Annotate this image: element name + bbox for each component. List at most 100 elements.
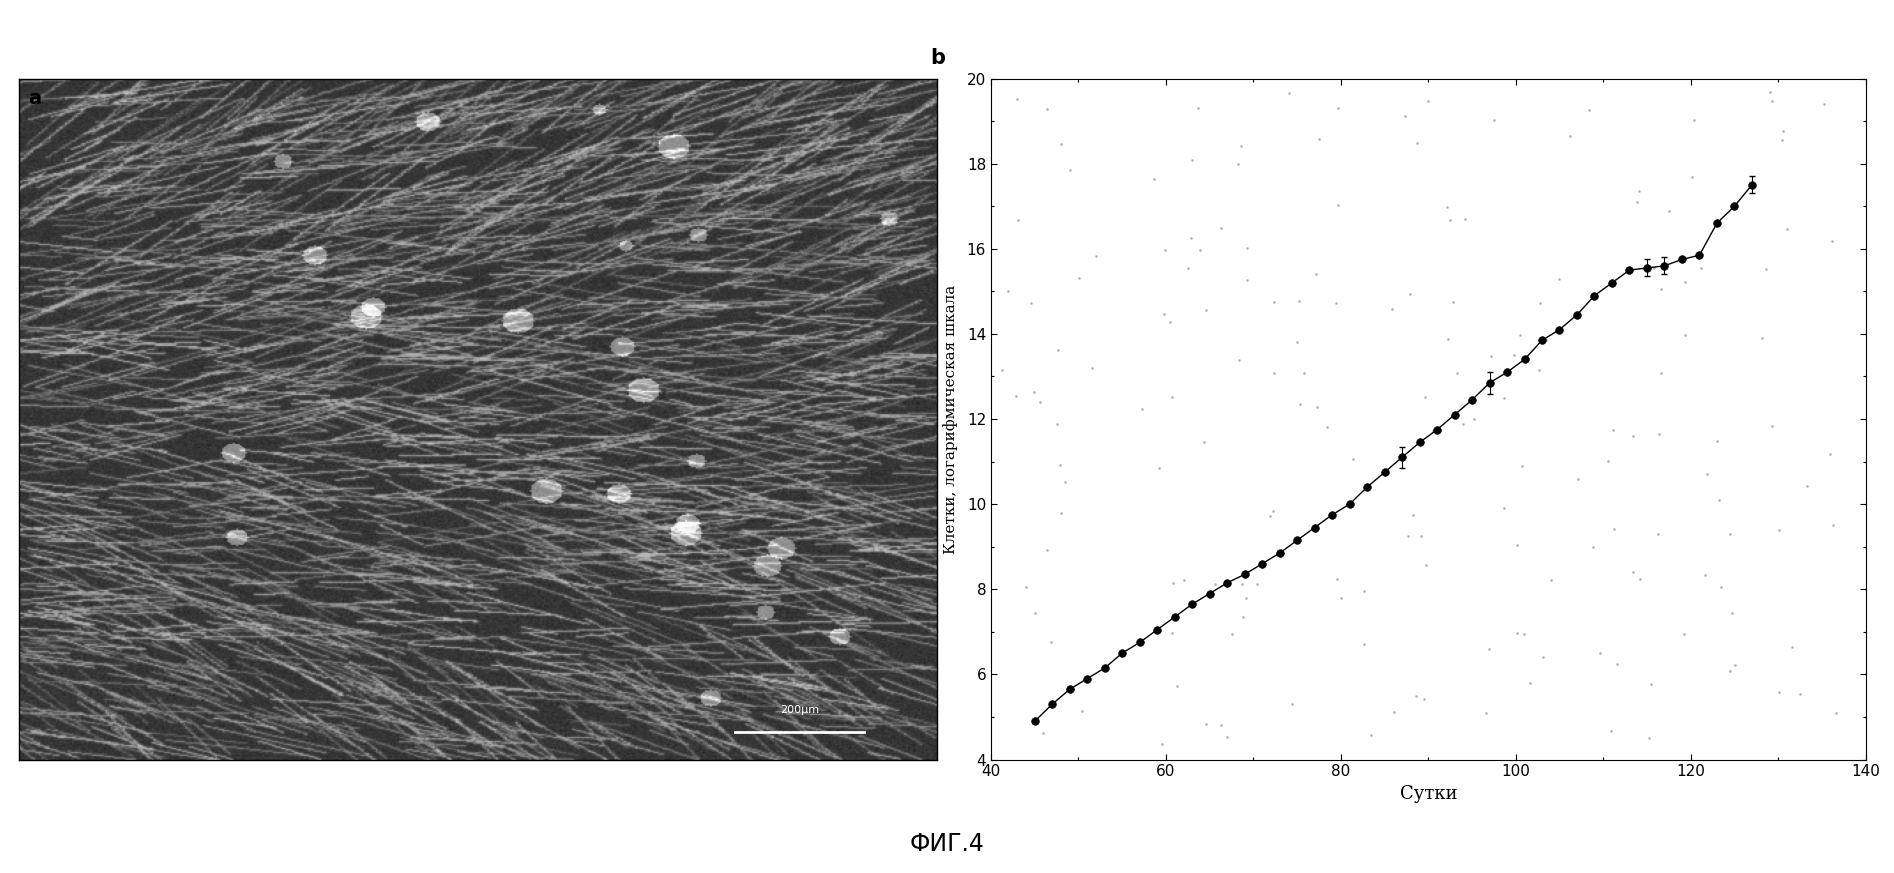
Point [1218, 627, 1248, 641]
Point [1625, 572, 1655, 586]
Point [1205, 718, 1235, 732]
Point [1676, 170, 1706, 184]
Point [1436, 213, 1466, 227]
Point [1763, 523, 1794, 537]
Point [1784, 687, 1814, 701]
Point [1528, 650, 1559, 664]
Point [1402, 136, 1432, 150]
Point [1157, 575, 1188, 589]
Point [1288, 366, 1318, 380]
Point [1479, 113, 1510, 127]
Point [1282, 335, 1313, 349]
Point [1646, 282, 1676, 296]
Point [1602, 657, 1633, 671]
Point [1510, 627, 1540, 641]
Point [1816, 234, 1847, 248]
Point [1671, 275, 1701, 289]
Point [1447, 417, 1477, 431]
Point [1750, 262, 1780, 276]
Point [1792, 479, 1822, 493]
Point [1686, 261, 1716, 275]
Point [1489, 501, 1519, 515]
Point [1578, 540, 1608, 553]
Point [1002, 213, 1032, 227]
Point [1574, 103, 1604, 117]
Point [1337, 452, 1367, 466]
Point [1081, 249, 1112, 263]
Point [1032, 102, 1063, 116]
Point [1045, 137, 1076, 151]
Point [1042, 417, 1072, 431]
Point [1184, 101, 1214, 115]
Point [1585, 646, 1616, 660]
Point [1326, 591, 1356, 605]
Point [1227, 610, 1258, 624]
Point [1441, 366, 1472, 380]
Point [1349, 636, 1379, 650]
Point [1042, 343, 1072, 357]
Point [1019, 385, 1049, 399]
Point [1405, 529, 1436, 543]
Point [1646, 366, 1676, 380]
Point [1138, 172, 1169, 186]
Point [1820, 705, 1850, 719]
Point [1224, 157, 1254, 171]
Point [1451, 212, 1481, 226]
Point [1502, 626, 1532, 640]
Point [1205, 221, 1235, 235]
Point [1701, 434, 1731, 448]
Point [1617, 430, 1648, 443]
Point [1225, 139, 1256, 153]
Point [1224, 353, 1254, 367]
Point [1002, 388, 1032, 402]
Point [1771, 223, 1801, 237]
Point [1489, 391, 1519, 405]
Point [1769, 124, 1799, 138]
Point [1256, 509, 1286, 523]
Point [1595, 724, 1625, 738]
Point [1623, 184, 1653, 198]
Point [1390, 109, 1420, 123]
Point [1506, 328, 1536, 342]
Point [1530, 333, 1561, 347]
Point [1322, 572, 1352, 586]
Point [1409, 692, 1439, 706]
Point [1599, 423, 1629, 437]
Text: b: b [930, 48, 945, 68]
Point [1028, 726, 1059, 740]
Point [1411, 558, 1441, 572]
Point [1227, 577, 1258, 591]
Point [1689, 568, 1720, 582]
Point [1705, 493, 1735, 507]
Point [1303, 132, 1333, 146]
Point [1555, 129, 1585, 143]
Point [1525, 363, 1555, 377]
Point [1642, 527, 1672, 541]
Point [1301, 267, 1331, 281]
Point [1176, 153, 1206, 167]
Point [1189, 717, 1220, 731]
Point [1671, 328, 1701, 342]
Point [1313, 420, 1343, 434]
Point [1045, 506, 1076, 520]
Point [1169, 574, 1199, 588]
Point [1644, 427, 1674, 441]
Point [1758, 94, 1788, 108]
Point [1025, 395, 1055, 409]
Point [1635, 732, 1665, 746]
Point [1301, 400, 1331, 414]
Point [1055, 162, 1085, 176]
Point [1019, 606, 1049, 620]
Point [1669, 628, 1699, 642]
Point [1002, 92, 1032, 106]
Point [1746, 331, 1777, 345]
Point [1045, 457, 1076, 471]
Point [1273, 86, 1303, 100]
Point [1417, 423, 1447, 437]
Y-axis label: Клетки, логарифмическая шкала: Клетки, логарифмическая шкала [943, 285, 958, 553]
Point [1432, 200, 1462, 214]
Point [1398, 508, 1428, 522]
Point [1402, 689, 1432, 703]
Point [1502, 538, 1532, 552]
Text: a: a [28, 89, 42, 107]
